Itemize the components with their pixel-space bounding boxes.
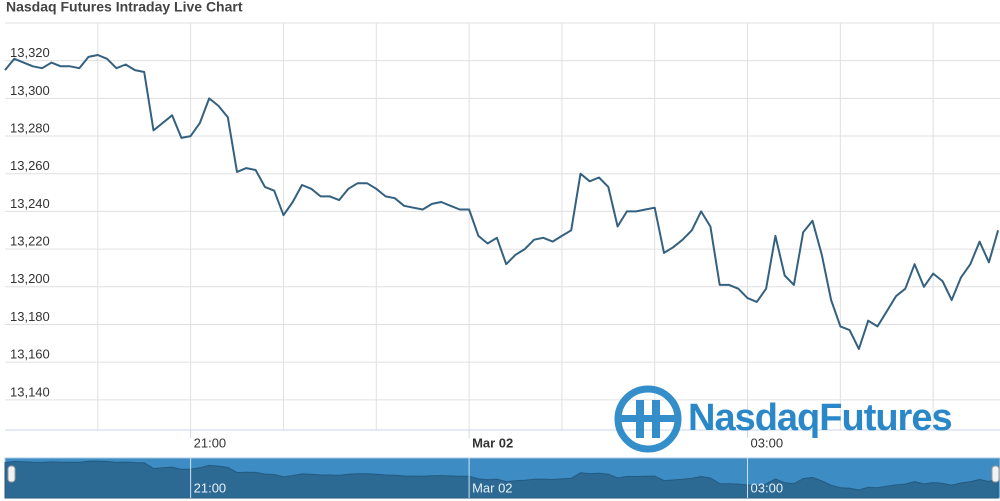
y-tick-label: 13,180 (10, 309, 50, 324)
x-tick-label: Mar 02 (472, 435, 513, 450)
watermark-logo (614, 385, 682, 453)
plot: 13,140 13,160 13,180 13,200 13,220 13,240 13,2… (4, 22, 1000, 499)
logo-bar (620, 415, 676, 422)
y-tick-label: 13,300 (10, 83, 50, 98)
y-tick-label: 13,320 (10, 45, 50, 60)
y-tick-label: 13,160 (10, 347, 50, 362)
y-tick-label: 13,280 (10, 120, 50, 135)
y-tick-label: 13,240 (10, 196, 50, 211)
navigator-area (4, 460, 999, 499)
y-tick-label: 13,140 (10, 384, 50, 399)
x-tick-label: 21:00 (194, 435, 227, 450)
navigator-handle (7, 465, 16, 483)
line-series (4, 54, 1000, 350)
watermark: NasdaqFutures (688, 397, 952, 439)
navigator-handle (991, 465, 1000, 483)
y-tick-label: 13,220 (10, 234, 50, 249)
navigator-label: 03:00 (751, 480, 784, 495)
y-tick-label: 13,260 (10, 158, 50, 173)
navigator-label: Mar 02 (472, 480, 512, 495)
logo-ring (614, 385, 682, 453)
y-tick-label: 13,200 (10, 271, 50, 286)
x-tick-label: 03:00 (751, 435, 784, 450)
navigator-label: 21:00 (194, 480, 227, 495)
chart-title: Nasdaq Futures Intraday Live Chart (6, 0, 243, 15)
